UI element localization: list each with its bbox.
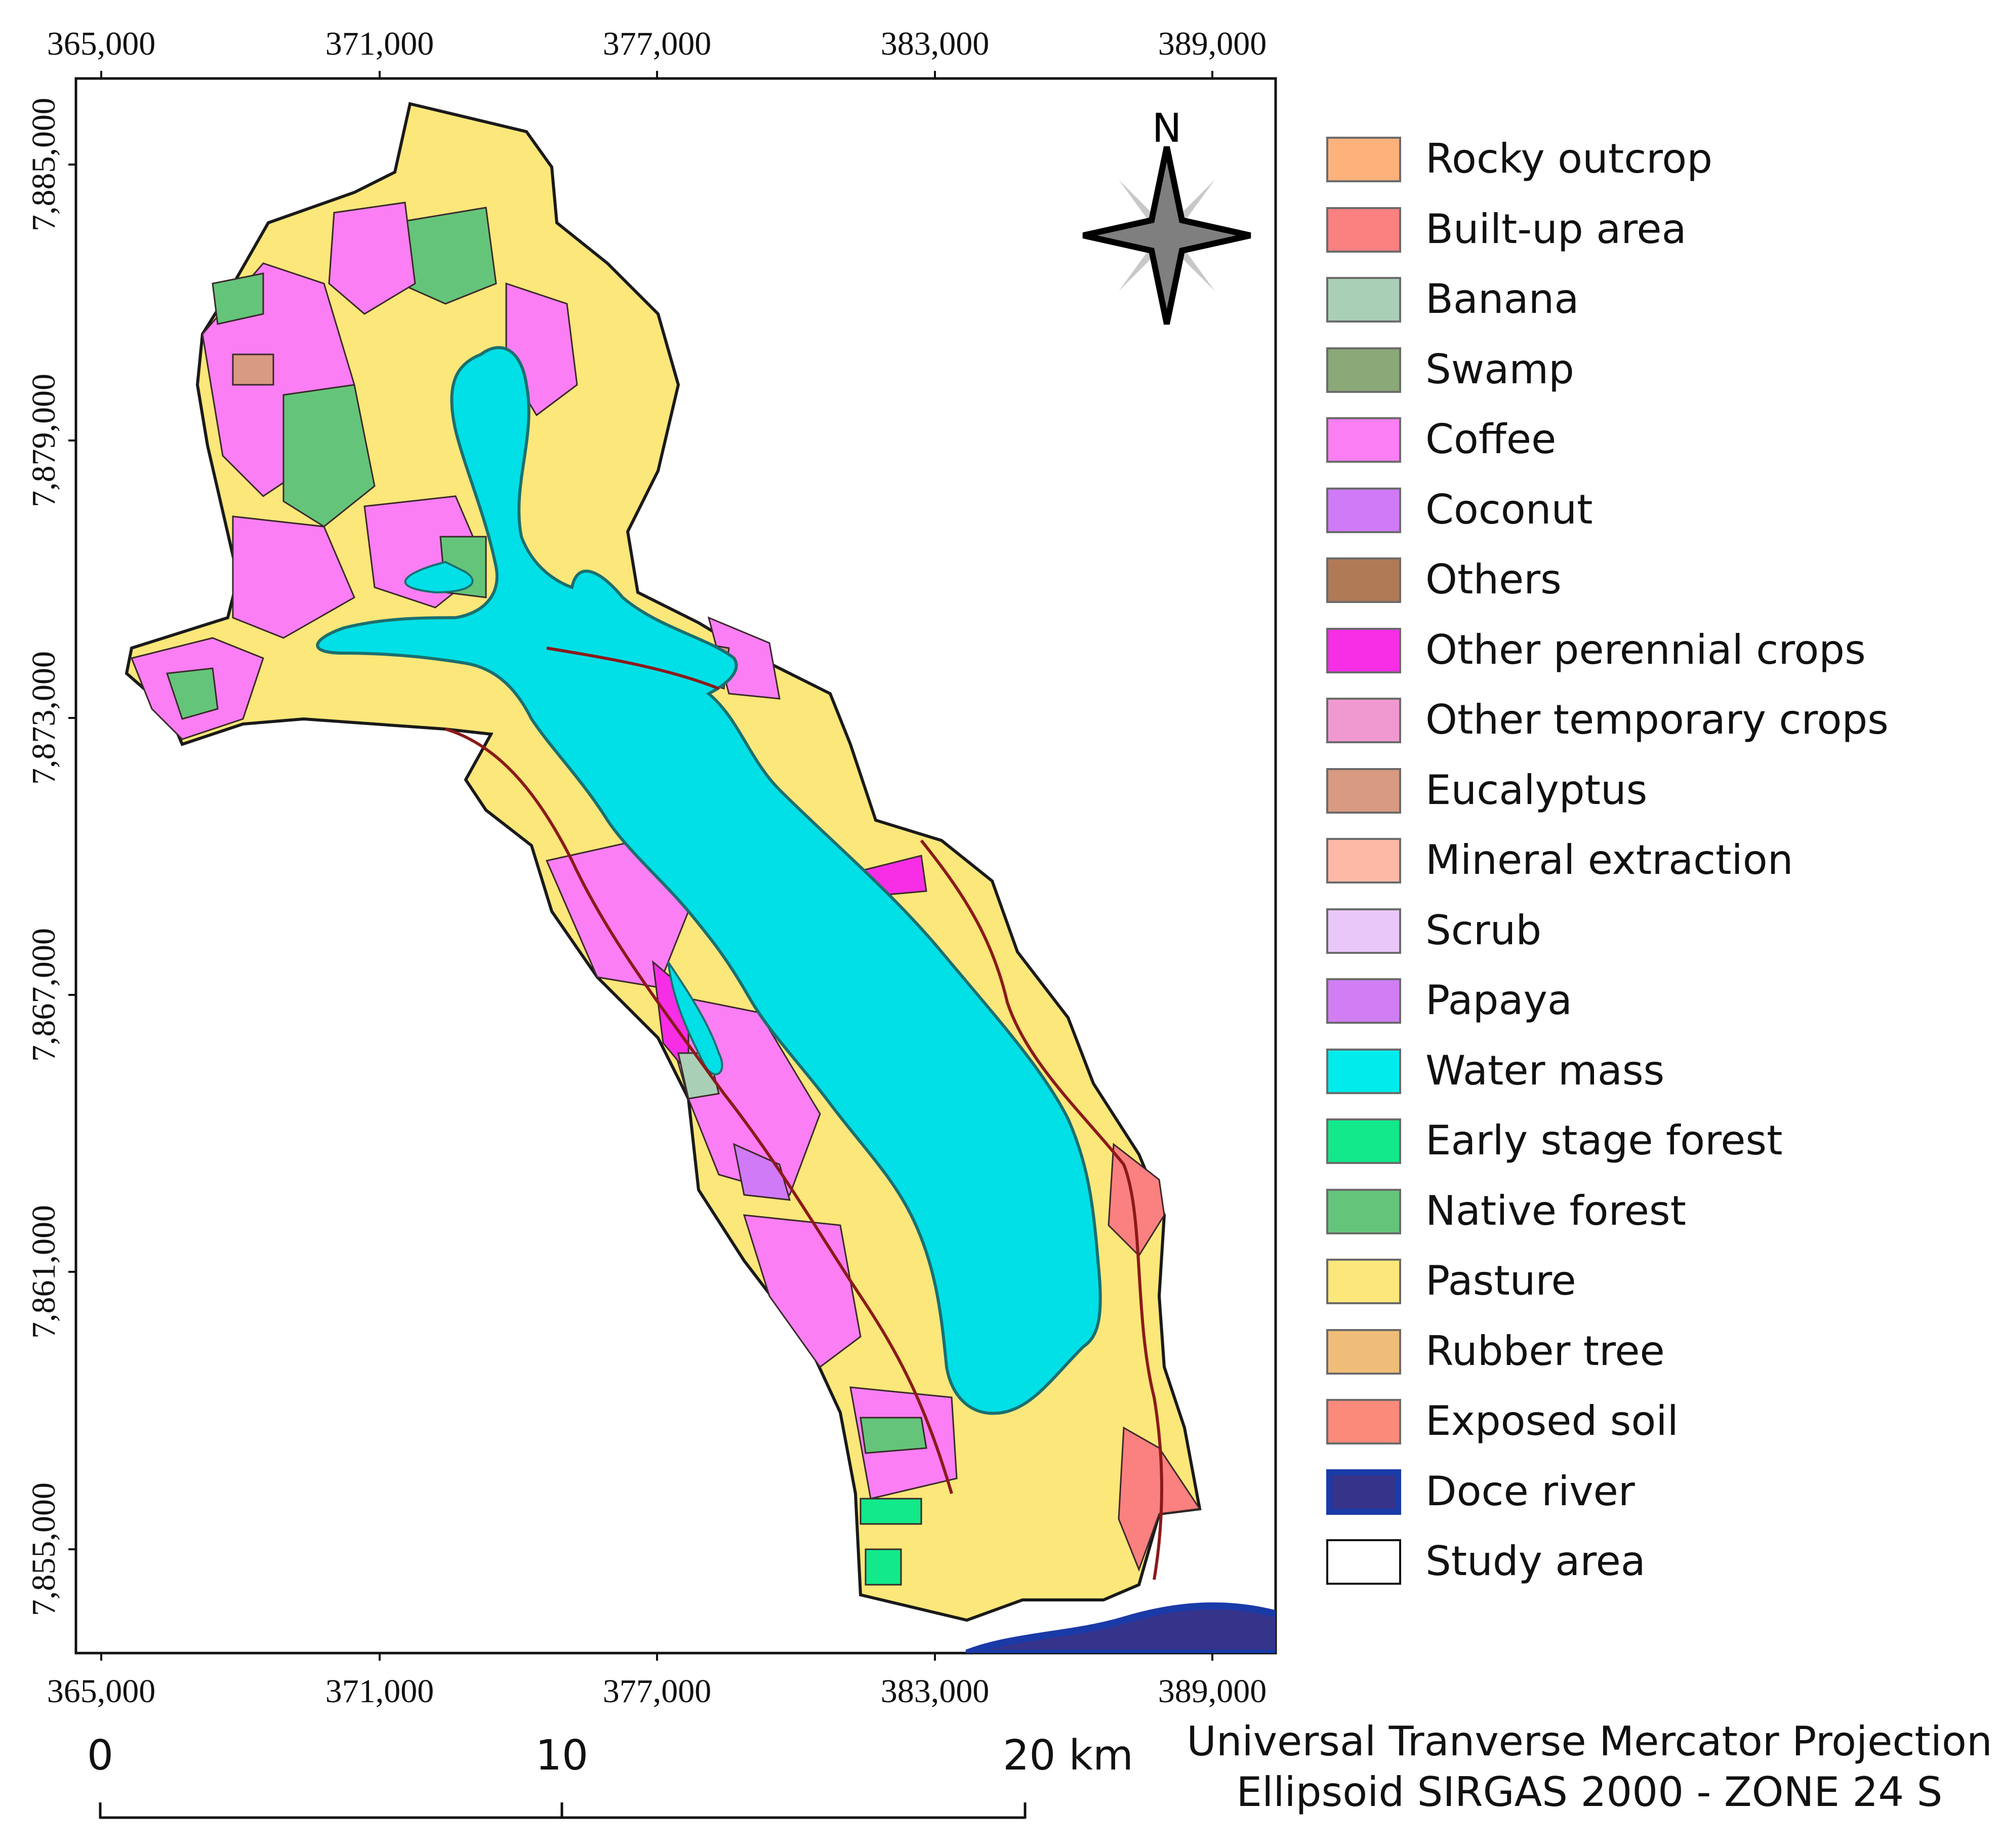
legend-label: Rubber tree bbox=[1425, 1327, 1665, 1375]
legend-label: Water mass bbox=[1425, 1047, 1665, 1094]
projection-info: Universal Tranverse Mercator Projection … bbox=[1184, 1716, 1994, 1818]
north-arrow-icon: N bbox=[1082, 106, 1251, 325]
legend-swatch bbox=[1326, 908, 1401, 954]
legend-swatch bbox=[1326, 1539, 1401, 1585]
x-tick-bottom-1: 365,000 bbox=[47, 1673, 156, 1710]
native-forest-nw bbox=[282, 384, 376, 528]
legend-label: Banana bbox=[1425, 275, 1579, 323]
legend-swatch bbox=[1326, 207, 1401, 253]
native-forest-nw2 bbox=[212, 272, 264, 325]
native-forest-w bbox=[166, 667, 219, 720]
coffee-patch-n bbox=[328, 202, 416, 315]
frame-ticks bbox=[68, 71, 1213, 1661]
legend-swatch bbox=[1326, 1469, 1401, 1515]
legend-swatch bbox=[1326, 1259, 1401, 1304]
x-tick-top-1: 365,000 bbox=[47, 25, 156, 62]
legend-label: Eucalyptus bbox=[1425, 766, 1648, 814]
legend-swatch bbox=[1326, 978, 1401, 1024]
legend-swatch bbox=[1326, 1188, 1401, 1234]
scale-label-10: 10 bbox=[536, 1732, 588, 1780]
legend-swatch bbox=[1326, 487, 1401, 533]
native-forest-s bbox=[860, 1417, 927, 1454]
y-tick-6: 7,855,000 bbox=[25, 1482, 62, 1616]
legend-label: Coffee bbox=[1425, 416, 1557, 463]
roads bbox=[445, 647, 1163, 1580]
legend-swatch bbox=[1326, 1118, 1401, 1164]
x-tick-bottom-4: 383,000 bbox=[881, 1673, 990, 1710]
legend-label: Study area bbox=[1425, 1538, 1646, 1585]
legend-label: Papaya bbox=[1425, 977, 1572, 1024]
legend-swatch bbox=[1326, 417, 1401, 463]
legend-swatch bbox=[1326, 1399, 1401, 1444]
x-tick-top-5: 389,000 bbox=[1158, 25, 1267, 62]
x-tick-bottom-2: 371,000 bbox=[325, 1673, 434, 1710]
legend-swatch bbox=[1326, 277, 1401, 323]
doce-river bbox=[965, 1602, 1276, 1653]
legend-label: Rocky outcrop bbox=[1425, 135, 1713, 182]
legend-swatch bbox=[1326, 1048, 1401, 1094]
legend-label: Others bbox=[1425, 556, 1562, 603]
legend-swatch bbox=[1326, 347, 1401, 393]
north-label: N bbox=[1152, 106, 1181, 151]
legend-label: Mineral extraction bbox=[1425, 836, 1793, 883]
eucalyptus-w bbox=[232, 353, 274, 386]
y-tick-2: 7,879,000 bbox=[25, 374, 62, 507]
x-tick-top-2: 371,000 bbox=[325, 25, 434, 62]
legend-label: Exposed soil bbox=[1425, 1397, 1679, 1444]
x-tick-top-4: 383,000 bbox=[881, 25, 990, 62]
early-forest-s1 bbox=[860, 1498, 922, 1525]
legend-swatch bbox=[1326, 838, 1401, 883]
legend-label: Coconut bbox=[1425, 486, 1593, 533]
scale-label-0: 0 bbox=[87, 1732, 113, 1780]
legend-label: Scrub bbox=[1425, 906, 1542, 954]
x-tick-bottom-5: 389,000 bbox=[1158, 1673, 1267, 1710]
x-tick-top-3: 377,000 bbox=[603, 25, 712, 62]
projection-line-2: Ellipsoid SIRGAS 2000 - ZONE 24 S bbox=[1236, 1769, 1943, 1816]
water-arm-sw bbox=[667, 961, 723, 1075]
legend-label: Native forest bbox=[1425, 1187, 1686, 1234]
x-tick-bottom-3: 377,000 bbox=[603, 1673, 712, 1710]
legend-swatch bbox=[1326, 137, 1401, 182]
y-tick-5: 7,861,000 bbox=[25, 1205, 62, 1339]
early-forest-s2 bbox=[865, 1548, 902, 1586]
legend-label: Other temporary crops bbox=[1425, 696, 1889, 743]
y-tick-1: 7,885,000 bbox=[25, 98, 62, 231]
legend-label: Built-up area bbox=[1425, 205, 1687, 253]
legend-label: Early stage forest bbox=[1425, 1117, 1783, 1164]
coffee-patch-w bbox=[232, 515, 355, 639]
coffee-patch-s1 bbox=[545, 839, 689, 988]
y-tick-3: 7,873,000 bbox=[25, 651, 62, 785]
legend-swatch bbox=[1326, 768, 1401, 814]
water-arm-west bbox=[404, 560, 474, 594]
scale-label-20: 20 km bbox=[1003, 1732, 1133, 1780]
legend-label: Pasture bbox=[1425, 1257, 1576, 1304]
projection-line-1: Universal Tranverse Mercator Projection bbox=[1187, 1718, 1992, 1765]
scale-bar bbox=[99, 1802, 1027, 1819]
legend-swatch bbox=[1326, 698, 1401, 743]
legend-label: Swamp bbox=[1425, 345, 1574, 393]
water-mass bbox=[316, 346, 1102, 1415]
legend-label: Other perennial crops bbox=[1425, 626, 1866, 673]
built-up-e bbox=[1108, 1143, 1165, 1257]
y-tick-4: 7,867,000 bbox=[25, 928, 62, 1062]
coconut-patch bbox=[732, 1143, 791, 1201]
legend-swatch bbox=[1326, 1329, 1401, 1375]
legend-label: Doce river bbox=[1425, 1467, 1635, 1515]
legend-swatch bbox=[1326, 627, 1401, 673]
legend-swatch bbox=[1326, 557, 1401, 603]
